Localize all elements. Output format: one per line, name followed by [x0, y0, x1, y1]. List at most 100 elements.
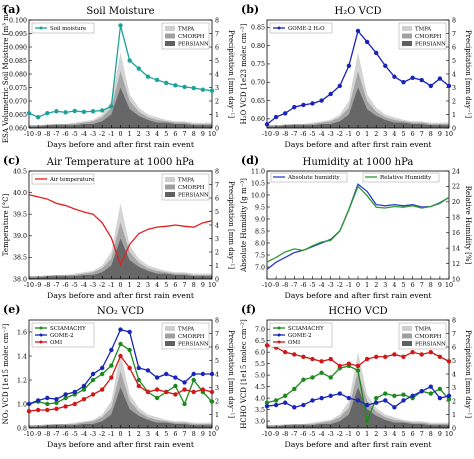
precip-legend-swatch	[402, 41, 412, 46]
x-tick-label: 0	[356, 131, 360, 138]
legend-label: Relative Humidity	[380, 175, 432, 181]
data-point	[355, 398, 361, 403]
x-tick-label: 6	[173, 282, 177, 289]
x-tick-label: -6	[300, 282, 306, 289]
data-point	[200, 371, 206, 377]
data-point	[264, 403, 270, 409]
y2-axis-label: Precipitation [mm day⁻¹]	[227, 330, 235, 418]
y-tick-label: 0.8	[17, 425, 27, 432]
x-tick-label: -9	[273, 131, 279, 138]
y2-tick-label: 6	[215, 344, 219, 351]
precip-legend-label: TMPA	[415, 327, 431, 333]
legend-label: Air temperature	[49, 177, 94, 183]
x-tick-label: -9	[273, 431, 279, 438]
data-point	[100, 387, 105, 392]
y2-tick-label: 5	[452, 58, 456, 65]
y2-tick-label: 2	[215, 98, 219, 105]
data-point	[118, 23, 123, 28]
y2-tick-label: 4	[215, 222, 219, 229]
x-tick-label: -7	[291, 131, 297, 138]
x-tick-label: 8	[192, 431, 196, 438]
x-tick-label: 10	[445, 282, 453, 289]
y-tick-label: 0.070	[9, 98, 27, 105]
y2-tick-label: 3	[452, 85, 456, 92]
data-point	[437, 386, 443, 392]
y2-tick-label: 8	[452, 17, 456, 24]
data-point	[127, 58, 132, 63]
data-point	[428, 391, 433, 396]
y-tick-label: 10.0	[251, 192, 265, 199]
data-point	[283, 111, 288, 116]
y2-tick-label: 8	[215, 168, 219, 175]
y-axis-label: H₂O VCD [1e23 molec cm⁻²]	[240, 23, 248, 124]
precip-legend-swatch	[165, 184, 175, 190]
x-tick-label: 6	[411, 131, 415, 138]
data-point	[81, 387, 87, 392]
y2-tick-label: 5	[215, 209, 219, 216]
data-point	[109, 104, 114, 109]
data-point	[328, 356, 333, 362]
data-point	[428, 349, 433, 355]
x-tick-label: 3	[383, 282, 387, 289]
x-tick-label: 1	[128, 431, 132, 438]
panel-title: NO₂ VCD	[97, 306, 144, 317]
data-point	[173, 83, 178, 88]
precip-area-persiann	[29, 87, 212, 128]
precip-legend-swatch	[165, 326, 175, 331]
data-point	[54, 406, 59, 411]
y-tick-label: 0.85	[251, 25, 265, 32]
panel-4: (d) Humidity at 1000 hPa-10 -9 -8 -7 -6 -5 -4 -3…	[240, 154, 472, 300]
x-tick-label: -1	[108, 282, 114, 289]
data-point	[301, 402, 306, 408]
x-tick-label: 7	[183, 131, 187, 138]
y-tick-label: 0.095	[9, 31, 27, 38]
x-axis-label: Days before and after first rain event	[284, 440, 432, 449]
panel-label: (e)	[3, 303, 20, 316]
y2-tick-label: 3	[215, 236, 219, 243]
y-tick-label: 3.0	[255, 418, 265, 425]
data-point	[428, 83, 433, 89]
data-point	[45, 395, 50, 401]
legend-label: OMI	[50, 340, 62, 346]
data-point	[319, 395, 324, 401]
y2-tick-label: 18	[452, 215, 460, 222]
x-tick-label: 1	[128, 131, 132, 138]
y-tick-label: 0.70	[251, 80, 265, 87]
x-tick-label: -8	[282, 282, 288, 289]
x-tick-label: 3	[383, 431, 387, 438]
y2-tick-label: 0	[215, 276, 219, 283]
data-point	[209, 399, 215, 404]
data-point	[136, 383, 142, 389]
data-point	[173, 392, 178, 397]
y2-tick-label: 6	[452, 44, 456, 51]
data-point	[118, 327, 123, 332]
y2-tick-label: 14	[452, 245, 460, 252]
y-tick-label: 38.0	[13, 276, 27, 283]
data-point	[301, 377, 306, 382]
panel-6: (f) HCHO VCD-10 -9 -8 -7 -6 -5 -4 -3 -2 -1 0 1 2 3 4 5 6 7…	[240, 303, 472, 449]
x-axis-label: Days before and after first rain event	[284, 291, 432, 300]
panel-label: (b)	[241, 3, 259, 16]
x-axis-label: Days before and after first rain event	[47, 140, 195, 149]
precip-area-persiann	[29, 387, 212, 428]
data-point	[118, 353, 123, 359]
precip-legend-swatch	[165, 33, 175, 39]
data-point	[392, 352, 397, 357]
precip-legend-label: PERSIANN	[415, 42, 446, 48]
data-point	[264, 343, 270, 348]
data-point	[182, 387, 187, 392]
x-tick-label: 1	[365, 431, 369, 438]
y2-tick-label: 6	[215, 195, 219, 202]
data-point	[364, 39, 370, 45]
precip-legend-swatch	[165, 26, 175, 31]
legend-marker	[277, 333, 281, 337]
y-tick-label: 38.5	[13, 255, 27, 262]
data-point	[346, 361, 352, 366]
x-tick-label: -3	[328, 131, 334, 138]
precip-legend-swatch	[402, 33, 412, 39]
precip-legend-label: PERSIANN	[415, 342, 446, 348]
data-point	[401, 398, 406, 403]
y-axis-label: Absolute Humidity [g m⁻³]	[240, 178, 248, 273]
x-tick-label: 6	[411, 282, 415, 289]
